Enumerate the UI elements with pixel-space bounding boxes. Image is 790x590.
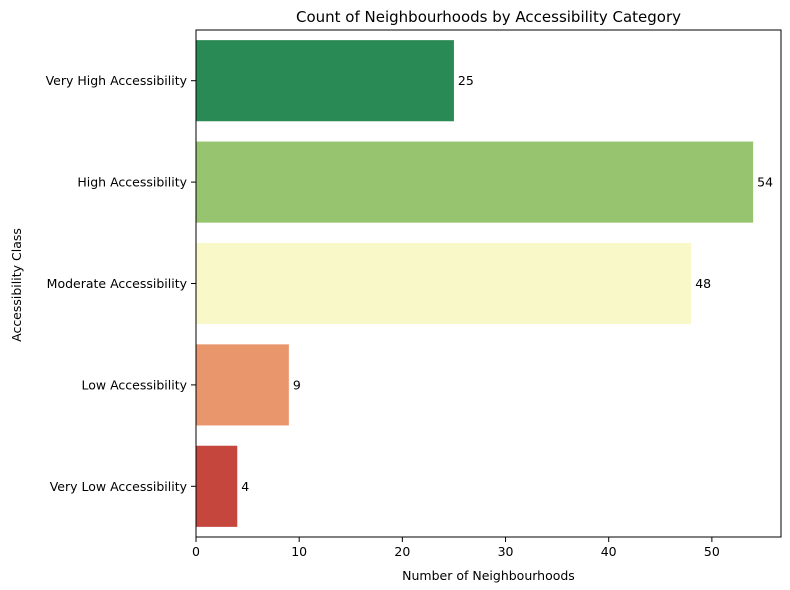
bar-value-label: 25 — [458, 73, 474, 88]
y-axis-label: Accessibility Class — [9, 228, 24, 342]
bar — [196, 141, 754, 223]
bar-value-label: 54 — [757, 175, 773, 190]
y-tick-label: Very High Accessibility — [46, 73, 188, 88]
x-tick-label: 0 — [192, 544, 200, 559]
plot-frame — [195, 29, 782, 538]
bar — [196, 242, 692, 325]
chart-title: Count of Neighbourhoods by Accessibility… — [296, 8, 681, 26]
y-tick-label: Moderate Accessibility — [47, 276, 188, 291]
bar-value-label: 4 — [241, 479, 249, 494]
bar — [196, 445, 238, 527]
x-tick-label: 20 — [394, 544, 410, 559]
y-tick-label: Very Low Accessibility — [50, 479, 188, 494]
x-tick-label: 50 — [704, 544, 720, 559]
plot-area: 25 Very High Accessibility 54 High Accessib… — [46, 29, 782, 559]
bar — [196, 40, 454, 122]
x-tick-label: 40 — [601, 544, 617, 559]
bar-value-label: 9 — [293, 377, 301, 392]
y-tick-label: Low Accessibility — [81, 377, 187, 392]
y-tick-label: High Accessibility — [77, 175, 187, 190]
x-tick-label: 10 — [291, 544, 307, 559]
x-tick-label: 30 — [498, 544, 514, 559]
x-axis-label: Number of Neighbourhoods — [402, 568, 575, 583]
bar-value-label: 48 — [695, 276, 711, 291]
bar — [196, 344, 289, 426]
